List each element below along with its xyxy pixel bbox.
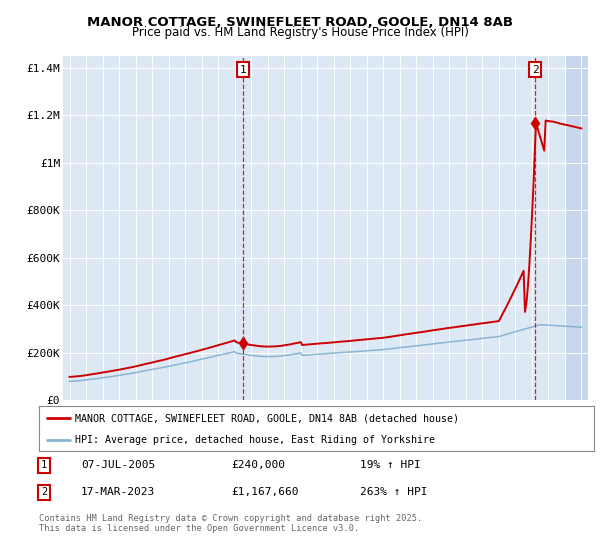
Text: 1: 1 [240,64,247,74]
Text: 2: 2 [532,64,539,74]
Text: HPI: Average price, detached house, East Riding of Yorkshire: HPI: Average price, detached house, East… [75,436,435,446]
Bar [565,56,600,400]
Text: 2: 2 [41,487,47,497]
Text: £1,167,660: £1,167,660 [231,487,299,497]
Text: MANOR COTTAGE, SWINEFLEET ROAD, GOOLE, DN14 8AB (detached house): MANOR COTTAGE, SWINEFLEET ROAD, GOOLE, D… [75,414,459,424]
Text: £240,000: £240,000 [231,460,285,470]
Text: Contains HM Land Registry data © Crown copyright and database right 2025.
This d: Contains HM Land Registry data © Crown c… [39,514,422,534]
Text: Price paid vs. HM Land Registry's House Price Index (HPI): Price paid vs. HM Land Registry's House … [131,26,469,39]
Text: 17-MAR-2023: 17-MAR-2023 [81,487,155,497]
Text: 263% ↑ HPI: 263% ↑ HPI [360,487,427,497]
Text: 1: 1 [41,460,47,470]
Text: 07-JUL-2005: 07-JUL-2005 [81,460,155,470]
Text: 19% ↑ HPI: 19% ↑ HPI [360,460,421,470]
Text: MANOR COTTAGE, SWINEFLEET ROAD, GOOLE, DN14 8AB: MANOR COTTAGE, SWINEFLEET ROAD, GOOLE, D… [87,16,513,29]
